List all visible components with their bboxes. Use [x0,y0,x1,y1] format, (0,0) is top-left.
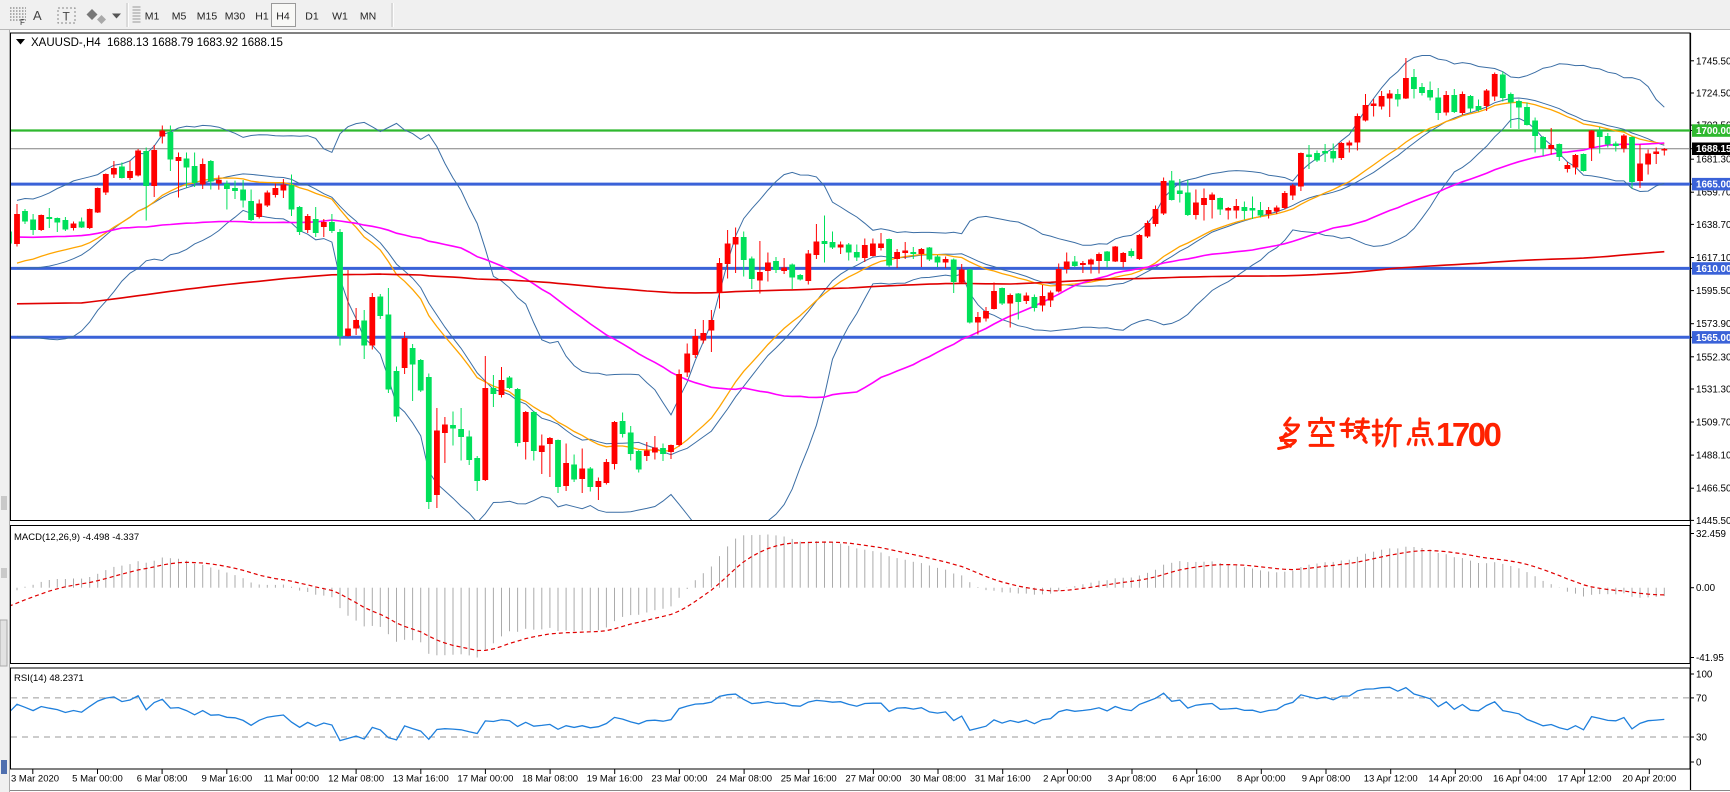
svg-text:1617.10: 1617.10 [1696,253,1730,264]
svg-text:1610.00: 1610.00 [1696,264,1730,275]
svg-text:M30: M30 [225,11,246,23]
svg-text:16 Apr 04:00: 16 Apr 04:00 [1493,774,1547,785]
svg-text:F: F [20,18,25,27]
svg-text:H1: H1 [255,11,269,23]
svg-text:18 Mar 08:00: 18 Mar 08:00 [522,774,578,785]
svg-text:2 Apr 00:00: 2 Apr 00:00 [1043,774,1092,785]
svg-text:20 Apr 20:00: 20 Apr 20:00 [1622,774,1676,785]
svg-text:W1: W1 [332,11,348,23]
svg-text:24 Mar 08:00: 24 Mar 08:00 [716,774,772,785]
svg-text:1531.30: 1531.30 [1696,385,1730,396]
svg-text:25 Mar 16:00: 25 Mar 16:00 [781,774,837,785]
svg-text:T: T [63,10,71,24]
svg-text:-41.95: -41.95 [1696,653,1724,664]
svg-text:0: 0 [1696,758,1702,769]
svg-text:1688.15: 1688.15 [1696,144,1730,155]
svg-text:14 Apr 20:00: 14 Apr 20:00 [1428,774,1482,785]
svg-text:17 Apr 12:00: 17 Apr 12:00 [1558,774,1612,785]
svg-text:31 Mar 16:00: 31 Mar 16:00 [975,774,1031,785]
svg-text:1565.00: 1565.00 [1696,333,1730,344]
svg-text:1665.00: 1665.00 [1696,180,1730,191]
svg-text:XAUUSD-,H4 1688.13 1688.79 16: XAUUSD-,H4 1688.13 1688.79 1683.92 1688.… [31,37,283,49]
svg-text:1595.50: 1595.50 [1696,286,1730,297]
svg-text:1509.70: 1509.70 [1696,418,1730,429]
svg-text:17 Mar 00:00: 17 Mar 00:00 [457,774,513,785]
svg-text:13 Apr 12:00: 13 Apr 12:00 [1364,774,1418,785]
svg-text:9 Mar 16:00: 9 Mar 16:00 [201,774,252,785]
svg-text:30 Mar 08:00: 30 Mar 08:00 [910,774,966,785]
svg-text:5 Mar 00:00: 5 Mar 00:00 [72,774,123,785]
svg-text:9 Apr 08:00: 9 Apr 08:00 [1302,774,1351,785]
svg-text:1724.50: 1724.50 [1696,89,1730,100]
svg-text:RSI(14) 48.2371: RSI(14) 48.2371 [14,673,84,684]
svg-text:D1: D1 [305,11,319,23]
svg-text:23 Mar 00:00: 23 Mar 00:00 [651,774,707,785]
svg-text:1659.70: 1659.70 [1696,188,1730,199]
svg-text:1681.30: 1681.30 [1696,155,1730,166]
svg-text:13 Mar 16:00: 13 Mar 16:00 [393,774,449,785]
svg-text:8 Apr 00:00: 8 Apr 00:00 [1237,774,1286,785]
svg-text:M1: M1 [145,11,160,23]
svg-text:1466.50: 1466.50 [1696,484,1730,495]
svg-text:3 Mar 2020: 3 Mar 2020 [11,774,59,785]
svg-text:1700.00: 1700.00 [1696,126,1730,137]
svg-text:M15: M15 [197,11,218,23]
svg-text:1488.10: 1488.10 [1696,451,1730,462]
svg-text:6 Apr 16:00: 6 Apr 16:00 [1172,774,1221,785]
svg-text:30: 30 [1696,733,1707,744]
svg-text:MN: MN [360,11,376,23]
svg-text:6 Mar 08:00: 6 Mar 08:00 [137,774,188,785]
svg-text:11 Mar 00:00: 11 Mar 00:00 [264,774,319,785]
svg-text:1552.30: 1552.30 [1696,352,1730,363]
svg-text:1638.70: 1638.70 [1696,220,1730,231]
svg-text:12 Mar 08:00: 12 Mar 08:00 [328,774,384,785]
svg-text:19 Mar 16:00: 19 Mar 16:00 [587,774,643,785]
svg-text:3 Apr 08:00: 3 Apr 08:00 [1108,774,1157,785]
svg-text:32.459: 32.459 [1696,529,1726,540]
svg-text:100: 100 [1696,670,1713,681]
svg-text:H4: H4 [276,11,290,23]
svg-text:70: 70 [1696,693,1707,704]
svg-text:A: A [33,8,42,23]
svg-text:0.00: 0.00 [1696,583,1716,594]
svg-text:1573.90: 1573.90 [1696,319,1730,330]
svg-text:MACD(12,26,9) -4.498 -4.337: MACD(12,26,9) -4.498 -4.337 [14,532,139,543]
svg-text:27 Mar 00:00: 27 Mar 00:00 [845,774,901,785]
svg-text:1445.50: 1445.50 [1696,516,1730,527]
svg-text:1745.50: 1745.50 [1696,56,1730,67]
svg-text:M5: M5 [172,11,187,23]
svg-text:1700: 1700 [1436,416,1501,453]
